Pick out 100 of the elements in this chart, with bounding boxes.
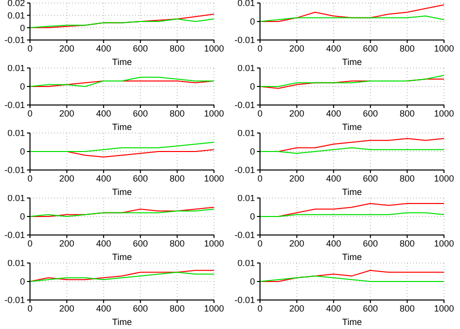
x-tick-label: 600 — [362, 303, 378, 314]
y-tick-label: 0.01 — [7, 128, 25, 138]
y-tick-label: 0.01 — [7, 193, 25, 204]
x-tick-label: 1000 — [204, 303, 224, 314]
x-tick-label: 600 — [132, 108, 148, 118]
y-tick-label: 0.01 — [7, 63, 25, 74]
x-tick-label: 200 — [59, 303, 74, 314]
x-tick-label: 400 — [96, 303, 112, 314]
x-tick-label: 1000 — [434, 43, 454, 54]
y-tick-label: -0.01 — [4, 100, 25, 110]
line-series — [30, 18, 214, 28]
x-tick-label: 200 — [59, 43, 74, 54]
x-tick-label: 400 — [326, 108, 342, 118]
x-tick-label: 0 — [27, 43, 33, 54]
x-tick-label: 400 — [326, 303, 342, 314]
x-tick-label: 600 — [362, 238, 378, 248]
x-tick-label: 1000 — [434, 238, 454, 248]
y-tick-label: 0.01 — [237, 128, 255, 138]
x-tick-label: 400 — [96, 238, 112, 248]
y-tick-label: -0.01 — [4, 230, 25, 240]
x-tick-label: 1000 — [434, 173, 454, 184]
x-tick-label: 400 — [326, 238, 342, 248]
y-tick-label: 0 — [250, 146, 255, 157]
y-tick-label: 0.01 — [7, 10, 25, 21]
x-tick-label: 400 — [96, 173, 112, 184]
x-tick-label: 800 — [170, 43, 185, 54]
line-series — [260, 74, 444, 87]
y-tick-label: 0.01 — [237, 63, 255, 74]
x-tick-label: 200 — [289, 43, 304, 54]
x-tick-label: 0 — [257, 108, 263, 118]
x-axis-title: Time — [112, 187, 132, 197]
x-tick-label: 600 — [362, 43, 378, 54]
x-axis-title: Time — [342, 317, 362, 327]
x-tick-label: 0 — [27, 303, 33, 314]
x-tick-label: 600 — [362, 173, 378, 184]
x-tick-label: 800 — [170, 173, 185, 184]
x-tick-label: 200 — [289, 238, 304, 248]
x-tick-label: 1000 — [434, 303, 454, 314]
y-tick-label: 0 — [250, 16, 255, 27]
x-tick-label: 0 — [27, 238, 33, 248]
x-tick-label: 800 — [170, 108, 185, 118]
x-tick-label: 400 — [326, 173, 342, 184]
x-tick-label: 600 — [132, 303, 148, 314]
x-tick-label: 800 — [400, 303, 415, 314]
x-tick-label: 200 — [59, 173, 74, 184]
x-tick-label: 1000 — [204, 238, 224, 248]
y-tick-label: 0.01 — [237, 258, 255, 268]
x-axis-title: Time — [342, 252, 362, 262]
x-tick-label: 0 — [257, 43, 263, 54]
y-tick-label: -0.01 — [4, 295, 25, 306]
x-axis-title: Time — [112, 57, 132, 67]
y-tick-label: -0.01 — [234, 35, 255, 46]
y-tick-label: -0.01 — [4, 165, 25, 176]
x-axis-title: Time — [112, 252, 132, 262]
x-tick-label: 800 — [170, 303, 185, 314]
x-tick-label: 600 — [132, 173, 148, 184]
y-tick-label: 0 — [20, 146, 25, 157]
x-tick-label: 1000 — [204, 43, 224, 54]
y-tick-label: -0.01 — [234, 230, 255, 240]
x-tick-label: 200 — [289, 108, 304, 118]
y-tick-label: -0.01 — [234, 100, 255, 110]
y-tick-label: 0 — [20, 22, 25, 33]
line-series — [30, 76, 214, 87]
y-tick-label: 0.01 — [7, 258, 25, 268]
x-axis-title: Time — [342, 187, 362, 197]
x-tick-label: 200 — [289, 303, 304, 314]
x-tick-label: 1000 — [434, 108, 454, 118]
x-axis-title: Time — [342, 57, 362, 67]
x-tick-label: 600 — [362, 108, 378, 118]
y-tick-label: 0 — [20, 276, 25, 287]
x-axis-title: Time — [342, 122, 362, 132]
x-tick-label: 800 — [400, 43, 415, 54]
x-tick-label: 800 — [400, 238, 415, 248]
x-tick-label: 800 — [400, 173, 415, 184]
line-series — [30, 142, 214, 152]
x-tick-label: 800 — [400, 108, 415, 118]
x-tick-label: 400 — [96, 43, 112, 54]
x-tick-label: 200 — [59, 238, 74, 248]
y-tick-label: 0 — [250, 276, 255, 287]
y-tick-label: 0.02 — [7, 0, 25, 8]
y-tick-label: 0 — [20, 212, 25, 222]
x-tick-label: 0 — [27, 173, 33, 184]
x-tick-label: 200 — [289, 173, 304, 184]
x-tick-label: 400 — [96, 108, 112, 118]
x-tick-label: 200 — [59, 108, 74, 118]
x-axis-title: Time — [112, 122, 132, 132]
y-tick-label: 0 — [250, 82, 255, 92]
x-tick-label: 0 — [257, 173, 263, 184]
x-tick-label: 0 — [27, 108, 33, 118]
y-tick-label: 0 — [20, 82, 25, 92]
x-tick-label: 800 — [170, 238, 185, 248]
y-tick-label: -0.01 — [234, 165, 255, 176]
x-tick-label: 600 — [132, 238, 148, 248]
x-tick-label: 0 — [257, 238, 263, 248]
y-tick-label: 0.01 — [237, 193, 255, 204]
x-tick-label: 600 — [132, 43, 148, 54]
y-tick-label: 0 — [250, 212, 255, 222]
x-tick-label: 0 — [257, 303, 263, 314]
x-tick-label: 1000 — [204, 173, 224, 184]
y-tick-label: 0.01 — [237, 0, 255, 8]
